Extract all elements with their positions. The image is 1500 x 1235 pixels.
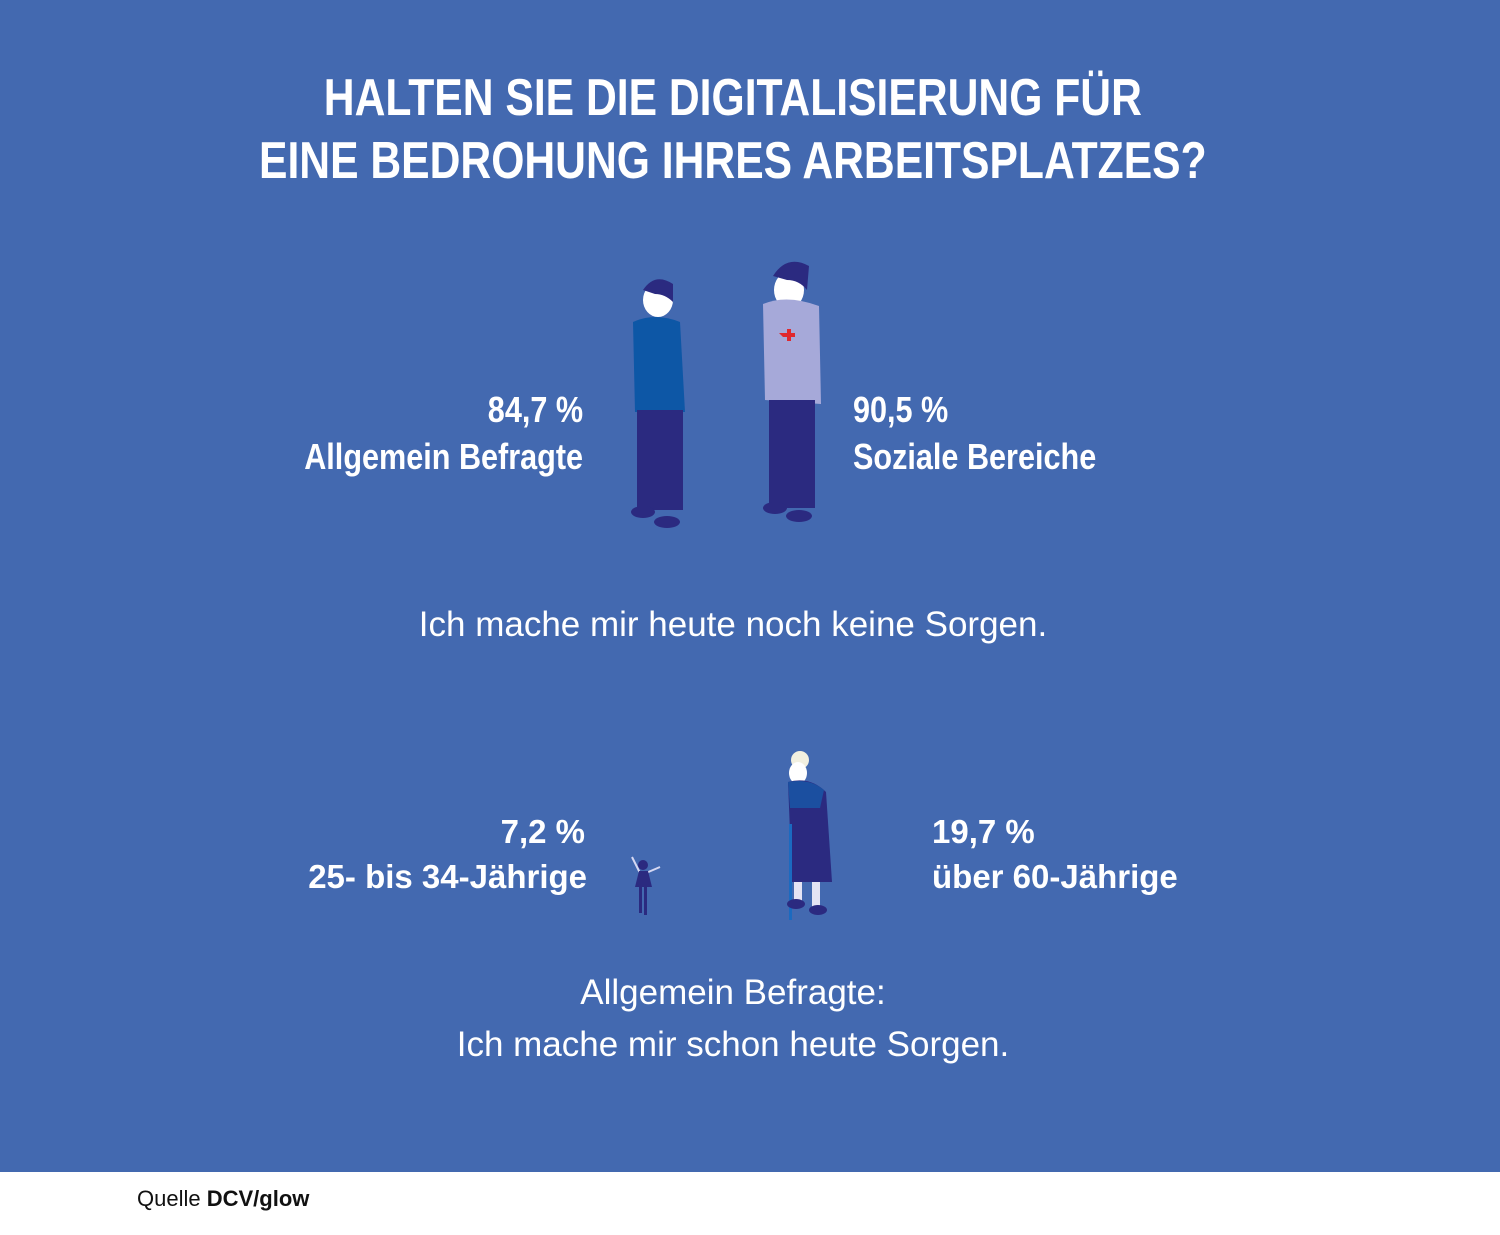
young-value: 7,2 % (500, 813, 585, 850)
top-caption: Ich mache mir heute noch keine Sorgen. (418, 605, 1048, 644)
infographic-panel: HALTEN SIE DIE DIGITALISIERUNG FÜR EINE … (0, 0, 1500, 1172)
old-value: 19,7 % (932, 813, 1035, 850)
title-line-1: HALTEN SIE DIE DIGITALISIERUNG FÜR (323, 69, 1143, 127)
source-name: DCV/glow (206, 1186, 310, 1211)
title-line-2: EINE BEDROHUNG IHRES ARBEITSPLATZES? (259, 132, 1207, 190)
general-value: 84,7 % (487, 389, 583, 430)
man-grey-icon (763, 261, 821, 522)
source-prefix: Quelle (137, 1186, 201, 1211)
young-label: 25- bis 34-Jährige (308, 858, 587, 895)
man-blue-icon (631, 279, 685, 528)
bottom-caption-line-2: Ich mache mir schon heute Sorgen. (456, 1025, 1010, 1064)
small-girl-icon (631, 856, 661, 915)
social-label: Soziale Bereiche (853, 436, 1097, 477)
old-woman-icon (787, 751, 832, 920)
general-label: Allgemein Befragte (304, 436, 583, 477)
social-value: 90,5 % (853, 389, 949, 430)
bottom-caption-line-1: Allgemein Befragte: (580, 973, 886, 1012)
source-note: Quelle DCV/glow (137, 1186, 309, 1212)
old-label: über 60-Jährige (932, 858, 1178, 895)
